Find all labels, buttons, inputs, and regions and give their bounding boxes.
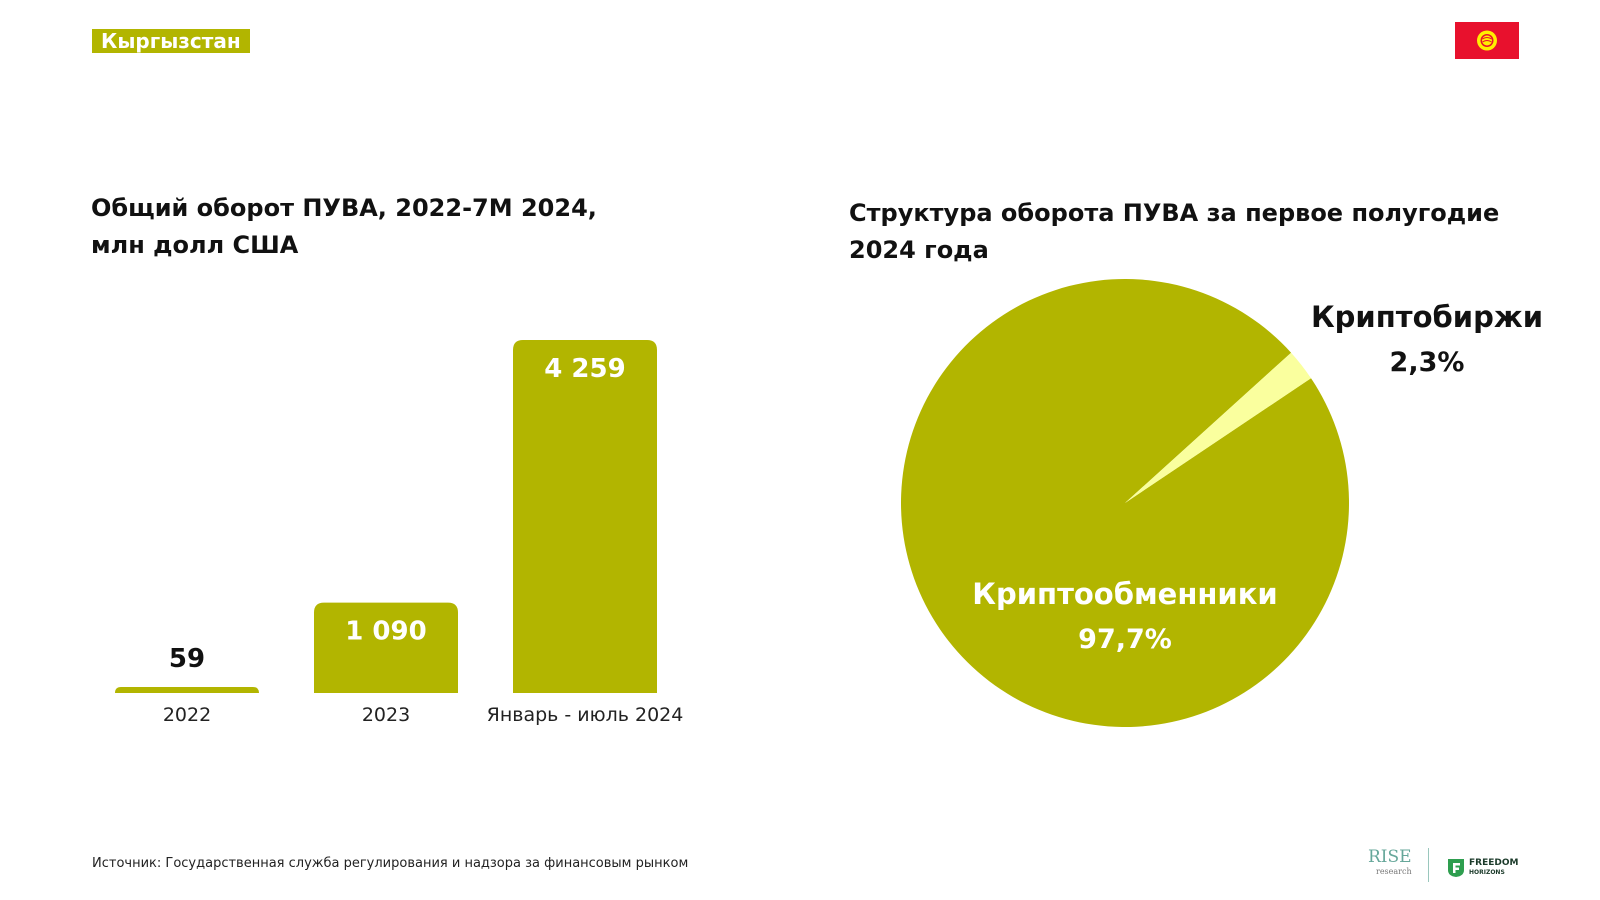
logo-divider (1428, 848, 1429, 882)
kyrgyzstan-flag-icon (1455, 22, 1519, 59)
source-note: Источник: Государственная служба регулир… (92, 856, 689, 871)
freedom-horizons-logo-line-2: HORIZONS (1469, 869, 1505, 876)
bar-value-label: 4 259 (544, 354, 625, 384)
pie-slice (900, 278, 1349, 727)
footer-logos: RISE research FREEDOM HORIZONS (1368, 848, 1518, 884)
pie-chart-title-line-1: Структура оборота ПУВА за первое полугод… (849, 199, 1500, 227)
bar (314, 602, 458, 693)
bar-chart-title-line-1: Общий оборот ПУВА, 2022-7М 2024, (91, 194, 597, 222)
bar (115, 687, 259, 693)
bar-value-label: 1 090 (345, 617, 426, 647)
bar-chart: 59 2022 1 090 2023 4 259 Январь - июль 2024 (115, 340, 684, 726)
country-tag: Кыргызстан (92, 29, 250, 53)
bar-category-label: 2023 (362, 704, 410, 726)
rise-logo: RISE (1368, 847, 1412, 867)
pie-slice-label: Криптобиржи (1311, 300, 1543, 334)
bar-chart-title-line-2: млн долл США (91, 231, 299, 259)
freedom-horizons-logo-line-1: FREEDOM (1469, 858, 1519, 868)
pie-slice-label: Криптообменники (972, 577, 1278, 611)
pie-chart-title: Структура оборота ПУВА за первое полугод… (849, 195, 1549, 269)
pie-chart: Криптообменники 97,7% Криптобиржи 2,3% (900, 278, 1543, 727)
pie-slice-value-label: 2,3% (1390, 347, 1465, 378)
freedom-horizons-logo: FREEDOM HORIZONS (1469, 858, 1518, 878)
bar-category-label: Январь - июль 2024 (487, 704, 684, 726)
pie-slice (1125, 352, 1312, 503)
pie-slice-value-label: 97,7% (1078, 624, 1172, 655)
bar-value-label: 59 (169, 644, 205, 674)
freedom-horizons-logo-icon (1448, 859, 1464, 877)
bar (513, 340, 657, 693)
rise-logo-subtitle: research (1376, 867, 1412, 876)
bar-chart-title: Общий оборот ПУВА, 2022-7М 2024, млн дол… (91, 190, 711, 264)
bar-category-label: 2022 (163, 704, 211, 726)
pie-chart-title-line-2: 2024 года (849, 236, 989, 264)
